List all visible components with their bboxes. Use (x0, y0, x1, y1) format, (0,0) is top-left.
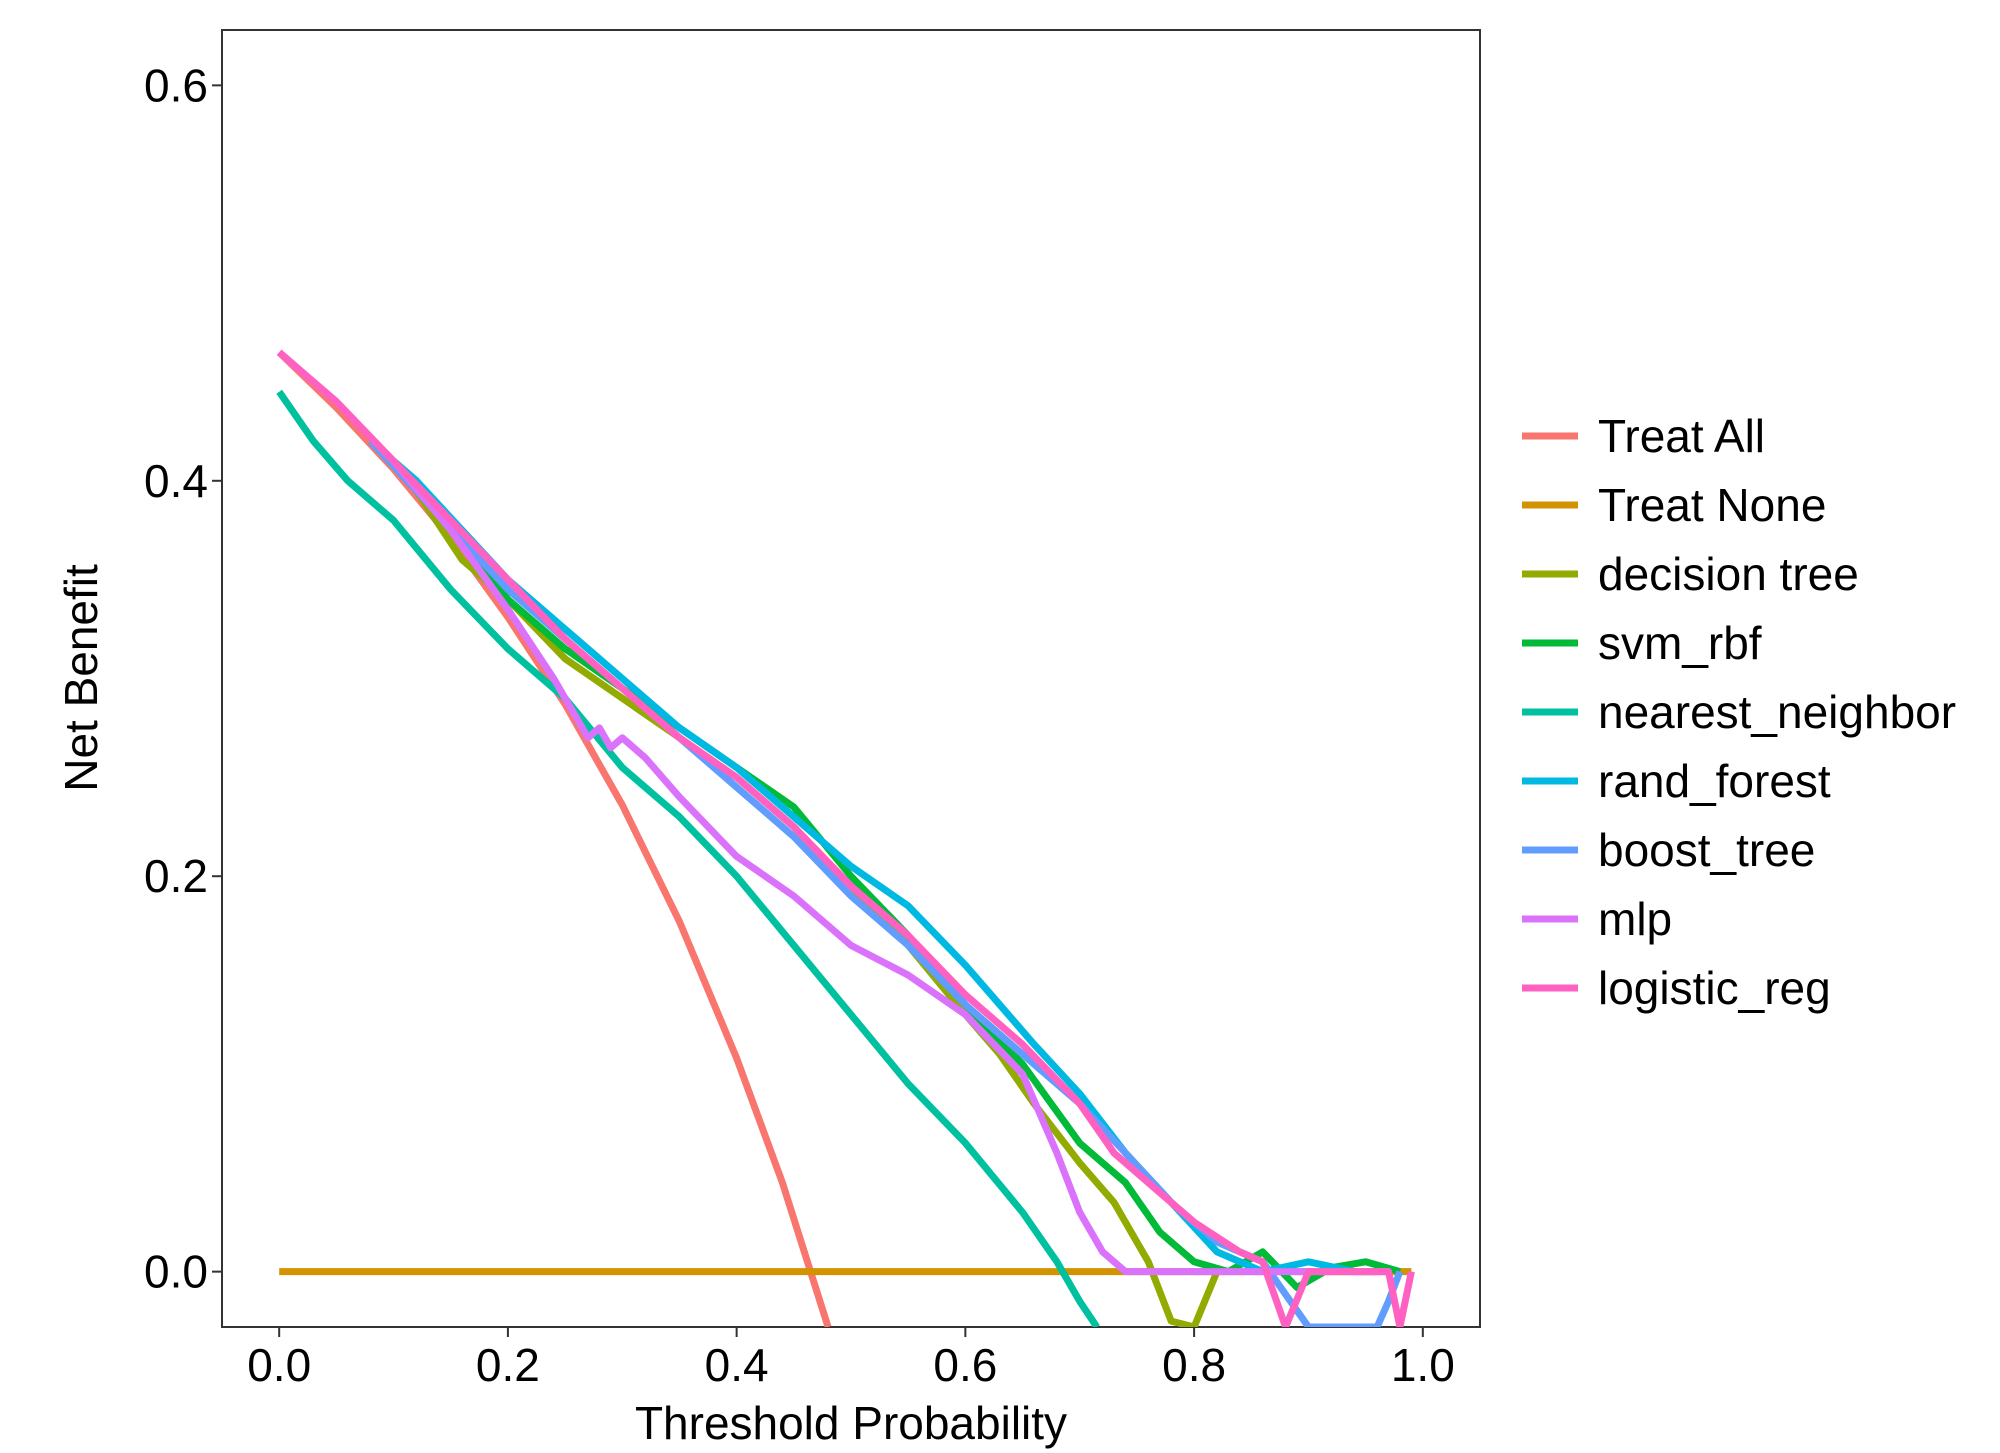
x-tick-label: 0.2 (476, 1339, 540, 1391)
plot-panel (221, 29, 1481, 1328)
legend-label-nearest-neighbor: nearest_neighbor (1598, 686, 1956, 738)
legend-label-rand-forest: rand_forest (1598, 755, 1831, 807)
series-line-logistic-reg (276, 349, 1415, 1327)
plot-content (276, 349, 1415, 1327)
y-tick-label: 0.2 (144, 850, 208, 902)
series-line-nearest-neighbor (276, 389, 1100, 1327)
legend-label-svm-rbf: svm_rbf (1598, 617, 1762, 669)
x-axis-title: Threshold Probability (635, 1397, 1067, 1449)
x-tick-label: 0.0 (247, 1339, 311, 1391)
legend-label-treat-all: Treat All (1598, 410, 1765, 462)
legend: Treat All Treat None decision tree svm_rbfn… (1522, 410, 1956, 1014)
x-tick-label: 1.0 (1391, 1339, 1455, 1391)
x-tick-label: 0.8 (1162, 1339, 1226, 1391)
y-tick-label: 0.4 (144, 455, 208, 507)
axes: 0.0 0.2 0.4 0.6 0.8 1.0 0.0 0.2 0.4 0.6 (144, 59, 1455, 1391)
legend-label-boost-tree: boost_tree (1598, 824, 1815, 876)
legend-label-decision-tree: decision tree (1598, 548, 1859, 600)
legend-label-mlp: mlp (1598, 893, 1672, 945)
y-tick-label: 0.0 (144, 1246, 208, 1298)
y-tick-label: 0.6 (144, 59, 208, 111)
series-line-mlp (276, 349, 1389, 1276)
x-tick-label: 0.6 (933, 1339, 997, 1391)
legend-label-logistic-reg: logistic_reg (1598, 962, 1831, 1014)
x-tick-label: 0.4 (705, 1339, 769, 1391)
legend-label-treat-none: Treat None (1598, 479, 1826, 531)
y-axis-title: Net Benefit (55, 564, 107, 792)
